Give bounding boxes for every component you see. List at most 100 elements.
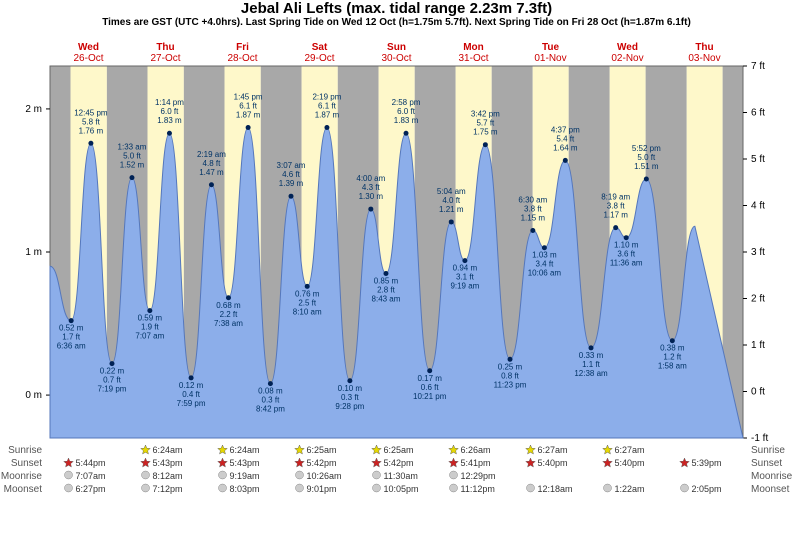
svg-text:12:38 am: 12:38 am [574,369,608,378]
svg-text:6:27pm: 6:27pm [76,484,106,494]
svg-text:Wed: Wed [78,42,99,53]
svg-text:3 ft: 3 ft [751,247,765,258]
svg-text:0.3 ft: 0.3 ft [341,393,360,402]
svg-text:2 ft: 2 ft [751,294,765,305]
svg-text:3.8 ft: 3.8 ft [607,202,626,211]
svg-text:6:36 am: 6:36 am [57,342,86,351]
svg-text:1.75 m: 1.75 m [473,128,498,137]
svg-text:2:58 pm: 2:58 pm [392,98,421,107]
svg-text:1 ft: 1 ft [751,340,765,351]
svg-text:5:52 pm: 5:52 pm [632,144,661,153]
svg-text:5:04 am: 5:04 am [437,187,466,196]
svg-text:27-Oct: 27-Oct [150,53,180,64]
svg-text:9:28 pm: 9:28 pm [335,402,364,411]
svg-text:1.52 m: 1.52 m [120,161,145,170]
svg-text:0.6 ft: 0.6 ft [421,383,440,392]
svg-text:1.87 m: 1.87 m [315,111,340,120]
svg-text:4.6 ft: 4.6 ft [282,170,301,179]
svg-text:4.8 ft: 4.8 ft [203,159,222,168]
svg-text:1.10 m: 1.10 m [614,241,639,250]
svg-text:1.21 m: 1.21 m [439,205,464,214]
svg-text:12:18am: 12:18am [538,484,573,494]
svg-text:1:22am: 1:22am [615,484,645,494]
svg-text:2:19 am: 2:19 am [197,150,226,159]
svg-text:Sat: Sat [312,42,328,53]
svg-text:0 m: 0 m [25,390,42,401]
svg-text:5.4 ft: 5.4 ft [556,134,575,143]
svg-text:9:01pm: 9:01pm [307,484,337,494]
svg-text:7:07am: 7:07am [76,471,106,481]
svg-text:1 m: 1 m [25,247,42,258]
svg-text:-1 ft: -1 ft [751,433,768,444]
svg-text:0.94 m: 0.94 m [453,264,478,273]
svg-text:Thu: Thu [156,42,174,53]
svg-text:0.59 m: 0.59 m [138,314,163,323]
svg-text:11:23 pm: 11:23 pm [494,380,527,389]
svg-text:2:19 pm: 2:19 pm [312,93,341,102]
svg-text:6:27am: 6:27am [615,445,645,455]
svg-text:0.8 ft: 0.8 ft [501,371,520,380]
svg-text:7:12pm: 7:12pm [153,484,183,494]
svg-text:7:19 pm: 7:19 pm [98,385,127,394]
svg-text:Sunset: Sunset [751,458,782,469]
svg-text:2.5 ft: 2.5 ft [298,298,317,307]
svg-text:6:30 am: 6:30 am [518,196,547,205]
svg-text:1.03 m: 1.03 m [532,251,557,260]
svg-text:0.08 m: 0.08 m [258,387,283,396]
svg-text:6.1 ft: 6.1 ft [239,102,258,111]
svg-text:6:25am: 6:25am [384,445,414,455]
svg-text:8:10 am: 8:10 am [293,307,322,316]
svg-text:1.76 m: 1.76 m [79,126,104,135]
svg-text:1.2 ft: 1.2 ft [663,353,682,362]
svg-text:7:38 am: 7:38 am [214,319,243,328]
tide-chart: Jebal Ali Lefts (max. tidal range 2.23m … [0,0,793,525]
svg-text:Tue: Tue [542,42,559,53]
svg-text:Fri: Fri [236,42,249,53]
svg-text:5:44pm: 5:44pm [76,458,106,468]
svg-text:5 ft: 5 ft [751,154,765,165]
svg-text:0.68 m: 0.68 m [216,301,241,310]
svg-text:30-Oct: 30-Oct [381,53,411,64]
svg-text:1.9 ft: 1.9 ft [141,323,160,332]
svg-text:03-Nov: 03-Nov [688,53,720,64]
svg-text:1.47 m: 1.47 m [199,168,224,177]
svg-text:1.64 m: 1.64 m [553,143,578,152]
svg-text:8:43 am: 8:43 am [372,294,401,303]
svg-text:0 ft: 0 ft [751,387,765,398]
svg-text:0.85 m: 0.85 m [374,276,399,285]
svg-text:01-Nov: 01-Nov [534,53,566,64]
svg-text:2 m: 2 m [25,104,42,115]
svg-text:Moonset: Moonset [4,484,43,495]
svg-text:0.25 m: 0.25 m [498,362,523,371]
svg-text:1.83 m: 1.83 m [157,116,182,125]
svg-text:3.4 ft: 3.4 ft [536,260,555,269]
svg-text:4:00 am: 4:00 am [356,174,385,183]
svg-text:6:25am: 6:25am [307,445,337,455]
svg-text:7:59 pm: 7:59 pm [177,399,206,408]
svg-text:1.39 m: 1.39 m [279,179,304,188]
svg-text:Mon: Mon [463,42,484,53]
svg-text:0.76 m: 0.76 m [295,289,320,298]
svg-text:6.1 ft: 6.1 ft [318,102,337,111]
svg-text:1.83 m: 1.83 m [394,116,419,125]
svg-text:1:58 am: 1:58 am [658,362,687,371]
svg-text:6.0 ft: 6.0 ft [161,107,180,116]
svg-text:8:12am: 8:12am [153,471,183,481]
svg-text:9:19 am: 9:19 am [450,282,479,291]
svg-text:11:12pm: 11:12pm [461,484,495,494]
svg-text:6:26am: 6:26am [461,445,491,455]
svg-text:6.0 ft: 6.0 ft [397,107,416,116]
svg-text:5:39pm: 5:39pm [692,458,722,468]
svg-text:7:07 am: 7:07 am [135,332,164,341]
chart-svg: 0 m1 m2 m-1 ft0 ft1 ft2 ft3 ft4 ft5 ft6 … [0,28,793,533]
svg-text:5.8 ft: 5.8 ft [82,117,101,126]
svg-text:1:14 pm: 1:14 pm [155,98,184,107]
svg-text:9:19am: 9:19am [230,471,260,481]
svg-text:2:05pm: 2:05pm [692,484,722,494]
svg-text:10:06 am: 10:06 am [528,269,562,278]
svg-text:1:33 am: 1:33 am [118,143,147,152]
svg-text:1.51 m: 1.51 m [634,162,659,171]
svg-text:12:29pm: 12:29pm [461,471,496,481]
svg-text:7 ft: 7 ft [751,61,765,72]
svg-text:6 ft: 6 ft [751,108,765,119]
